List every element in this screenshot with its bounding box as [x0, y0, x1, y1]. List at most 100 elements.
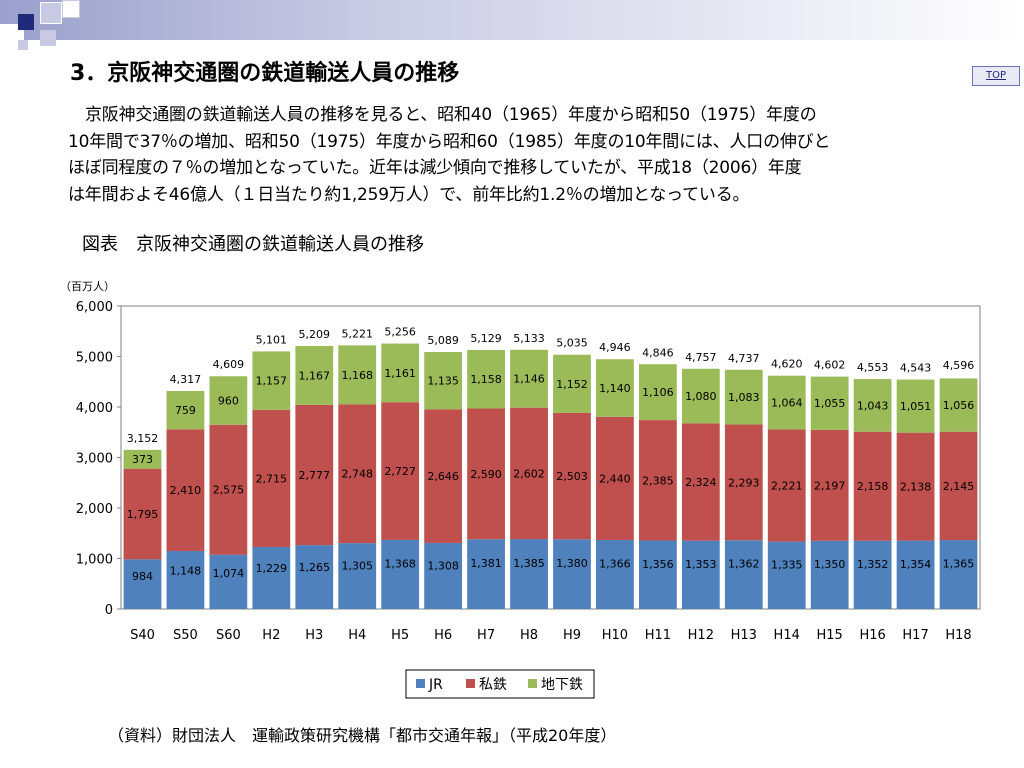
x-tick-label: S40 [130, 628, 155, 643]
bar-segment [553, 354, 591, 413]
data-label: 1,352 [857, 558, 889, 571]
x-tick-label: H13 [731, 628, 757, 643]
data-label: 2,293 [728, 476, 760, 489]
x-tick-label: H16 [859, 628, 885, 643]
bar-segment [252, 351, 291, 410]
total-label: 5,035 [556, 337, 588, 350]
total-label: 4,553 [857, 361, 889, 374]
total-label: 5,089 [427, 334, 459, 347]
data-label: 1,161 [384, 367, 416, 380]
bar-segment [896, 540, 935, 609]
bar-segment [638, 364, 677, 421]
x-tick-label: H2 [262, 628, 280, 643]
bar-segment [424, 542, 463, 609]
legend-swatch [416, 679, 425, 688]
data-label: 1,055 [814, 397, 846, 410]
x-tick-label: H7 [477, 628, 495, 643]
bar-segment [252, 409, 291, 547]
bar-segment [553, 412, 591, 540]
bar-segment [596, 359, 634, 417]
data-label: 2,410 [170, 484, 202, 497]
data-label: 1,385 [513, 557, 545, 570]
figure-title: 図表 京阪神交通圏の鉄道輸送人員の推移 [82, 234, 424, 255]
data-label: 1,356 [642, 558, 674, 571]
x-tick-label: H5 [391, 628, 409, 643]
bar-segment [166, 390, 205, 430]
total-label: 4,596 [943, 359, 975, 372]
x-tick-label: H11 [645, 628, 671, 643]
total-label: 5,221 [341, 327, 373, 340]
y-tick-label: 5,000 [76, 351, 113, 366]
bar-segment [510, 349, 548, 408]
paragraph-line: 10年間で37％の増加、昭和50（1975）年度から昭和60（1985）年度の1… [68, 131, 831, 152]
bar-segment [681, 540, 720, 609]
data-label: 1,168 [341, 369, 373, 382]
legend-swatch [466, 679, 475, 688]
bar-segment [381, 402, 420, 540]
total-label: 5,101 [256, 333, 288, 346]
data-label: 1,381 [470, 557, 502, 570]
bar-segment [724, 424, 763, 541]
data-label: 1,335 [771, 559, 803, 572]
data-label: 1,056 [943, 399, 975, 412]
total-label: 4,757 [685, 351, 717, 364]
decor-square [18, 14, 34, 30]
bar-segment [724, 540, 763, 609]
top-link[interactable]: TOP [972, 66, 1020, 86]
body-paragraph: 京阪神交通圏の鉄道輸送人員の推移を見ると、昭和40（1965）年度から昭和50（… [68, 102, 980, 208]
x-tick-label: H6 [434, 628, 452, 643]
header-bar [0, 0, 1024, 40]
bar-segment [338, 345, 377, 405]
total-label: 4,543 [900, 362, 932, 375]
bar-segment [939, 378, 978, 432]
bar-segment [767, 541, 806, 609]
data-label: 2,777 [299, 469, 331, 482]
data-label: 1,368 [384, 557, 416, 570]
data-label: 2,158 [857, 480, 889, 493]
data-label: 1,074 [213, 567, 245, 580]
data-label: 1,366 [599, 557, 631, 570]
bar-segment [209, 376, 248, 425]
data-label: 2,503 [556, 470, 588, 483]
data-label: 2,715 [256, 472, 288, 485]
data-label: 2,727 [384, 465, 416, 478]
x-tick-label: H14 [774, 628, 800, 643]
bar-segment [338, 543, 377, 609]
page-title: 3．京阪神交通圏の鉄道輸送人員の推移 [70, 61, 460, 86]
bar-segment [424, 409, 463, 543]
data-label: 2,145 [943, 480, 975, 493]
bar-segment [123, 468, 162, 560]
bar-segment [939, 540, 978, 609]
decor-square [40, 2, 62, 24]
x-tick-label: S60 [216, 628, 241, 643]
bar-segment [638, 540, 677, 609]
bar-segment [381, 539, 420, 609]
bar-segment [553, 539, 591, 609]
bar-segment [467, 408, 505, 540]
bar-segment [295, 545, 334, 609]
data-label: 1,265 [299, 561, 331, 574]
data-label: 1,350 [814, 558, 846, 571]
data-label: 1,157 [256, 375, 288, 388]
total-label: 5,209 [299, 328, 331, 341]
bar-segment [853, 540, 892, 609]
legend-label: JR [428, 677, 443, 693]
bar-segment [681, 368, 720, 424]
bar-segment [810, 429, 849, 541]
data-label: 1,365 [943, 558, 975, 571]
data-label: 1,158 [470, 373, 502, 386]
data-label: 373 [132, 453, 153, 466]
x-tick-label: H18 [945, 628, 971, 643]
bar-segment [896, 379, 935, 433]
x-tick-label: H10 [602, 628, 628, 643]
y-tick-label: 4,000 [76, 401, 113, 416]
x-tick-label: S50 [173, 628, 198, 643]
data-label: 1,308 [427, 559, 459, 572]
bar-segment [638, 420, 677, 541]
data-label: 2,575 [213, 484, 245, 497]
x-tick-label: H3 [305, 628, 323, 643]
data-label: 2,324 [685, 476, 717, 489]
source-note: （資料）財団法人 運輸政策研究機構「都市交通年報」（平成20年度） [108, 726, 617, 745]
paragraph-line: 京阪神交通圏の鉄道輸送人員の推移を見ると、昭和40（1965）年度から昭和50（… [85, 105, 817, 125]
data-label: 960 [218, 394, 239, 407]
